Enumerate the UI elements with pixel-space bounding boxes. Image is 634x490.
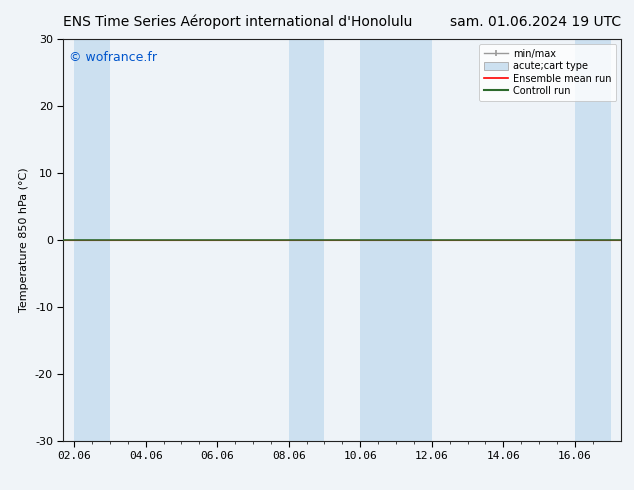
Bar xyxy=(575,39,611,441)
Bar xyxy=(288,39,325,441)
Bar xyxy=(360,39,432,441)
Y-axis label: Temperature 850 hPa (°C): Temperature 850 hPa (°C) xyxy=(19,168,29,313)
Text: sam. 01.06.2024 19 UTC: sam. 01.06.2024 19 UTC xyxy=(450,15,621,29)
Legend: min/max, acute;cart type, Ensemble mean run, Controll run: min/max, acute;cart type, Ensemble mean … xyxy=(479,44,616,101)
Text: © wofrance.fr: © wofrance.fr xyxy=(69,51,157,64)
Text: ENS Time Series Aéroport international d'Honolulu: ENS Time Series Aéroport international d… xyxy=(63,15,413,29)
Bar xyxy=(74,39,110,441)
